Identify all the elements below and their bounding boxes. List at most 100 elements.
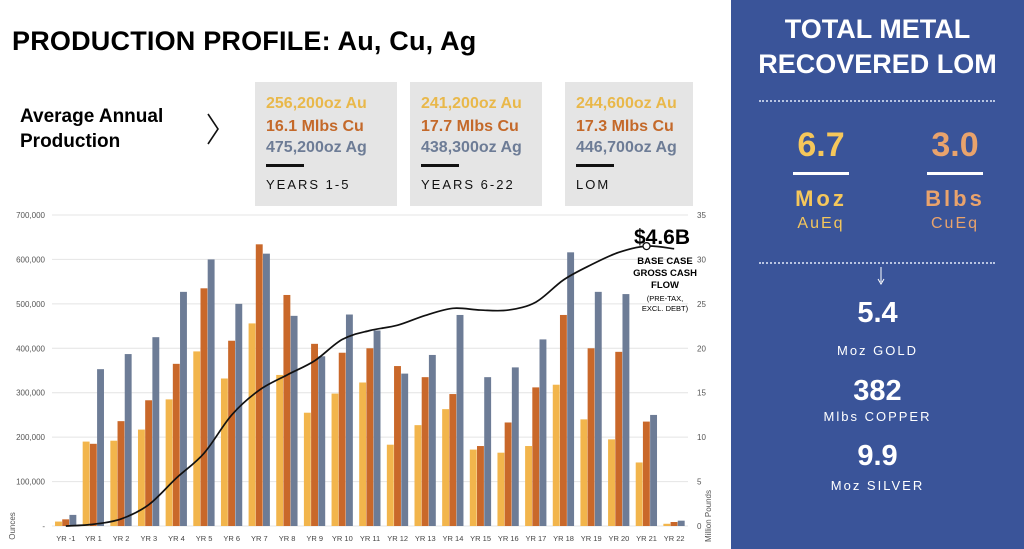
cash-flow-label-line4: (PRE-TAX,: [647, 294, 684, 303]
chart-bars: [55, 244, 685, 526]
x-tick-label: YR 17: [525, 534, 546, 543]
y-tick-right: 35: [697, 211, 706, 220]
average-annual-label: Average Annual Production: [20, 104, 163, 154]
bar-ag: [650, 414, 658, 526]
x-tick-label: YR 20: [608, 534, 629, 543]
bar-cu: [477, 446, 484, 526]
summary-period: YEARS 6-22: [421, 177, 515, 192]
x-tick-label: YR 5: [196, 534, 213, 543]
x-tick-label: YR 14: [443, 534, 464, 543]
arrow-down-icon: [877, 267, 885, 285]
summary-box-years-6-22: 241,200oz Au 17.7 Mlbs Cu 438,300oz Ag Y…: [410, 82, 542, 206]
cash-flow-label-line2: GROSS CASH: [633, 268, 697, 279]
bar-ag: [235, 303, 243, 526]
bar-cu: [338, 352, 346, 526]
bar-ag: [180, 291, 187, 526]
bar-cu: [615, 351, 623, 526]
x-tick-label: YR 11: [360, 534, 380, 543]
x-tick-label: YR 21: [636, 534, 657, 543]
x-tick-label: YR 10: [332, 534, 353, 543]
bar-cu: [587, 348, 595, 526]
chart-ticks: - 100,000 200,000 300,000 400,000 500,000 600,…: [16, 211, 706, 543]
bar-ag: [456, 314, 464, 526]
x-tick-label: YR 6: [223, 534, 240, 543]
bar-au: [193, 351, 201, 526]
gold-total-label: Moz GOLD: [836, 343, 918, 358]
silver-total-value: 9.9: [857, 440, 898, 472]
bar-ag: [401, 373, 409, 526]
chevron-right-icon: [207, 113, 219, 145]
bar-ag: [290, 315, 298, 526]
bar-cu: [642, 421, 650, 526]
bar-cu: [421, 377, 429, 526]
bar-au: [414, 425, 422, 526]
bar-ag: [539, 339, 547, 526]
bar-au: [248, 323, 256, 526]
summary-copper: 17.3 Mlbs Cu: [576, 118, 674, 135]
bar-cu: [62, 519, 70, 526]
gold-equivalent-label: AuEq: [797, 215, 845, 232]
y-tick-right: 15: [697, 389, 706, 398]
cash-flow-endpoint: [642, 241, 651, 251]
summary-divider: [576, 164, 614, 167]
bar-ag: [69, 514, 77, 526]
gold-total-value: 5.4: [857, 297, 898, 329]
x-tick-label: YR 8: [279, 534, 296, 543]
summary-divider: [421, 164, 459, 167]
bar-au: [55, 521, 62, 526]
y-tick-left: 200,000: [16, 433, 45, 442]
bar-au: [525, 446, 533, 526]
copper-equivalent-label: CuEq: [930, 215, 980, 232]
cash-flow-label-line3: FLOW: [651, 280, 679, 291]
bar-au: [137, 429, 145, 526]
y-tick-left: 400,000: [16, 344, 45, 353]
bar-cu: [89, 443, 97, 526]
x-tick-label: YR 22: [664, 534, 685, 543]
page-title: PRODUCTION PROFILE: Au, Cu, Ag: [12, 26, 477, 56]
summary-gold: 244,600oz Au: [576, 95, 677, 112]
summary-copper: 16.1 Mlbs Cu: [266, 118, 364, 135]
copper-equivalent-value: 3.0: [931, 126, 979, 164]
bar-ag: [207, 259, 215, 526]
summary-period: YEARS 1-5: [266, 177, 351, 192]
bar-cu: [145, 400, 153, 526]
bar-ag: [373, 330, 381, 526]
summary-silver: 475,200oz Ag: [266, 139, 367, 156]
bar-au: [303, 412, 311, 526]
bar-au: [635, 462, 643, 526]
summary-box-lom: 244,600oz Au 17.3 Mlbs Cu 446,700oz Ag L…: [565, 82, 693, 206]
bar-ag: [262, 253, 270, 526]
bar-cu: [449, 394, 457, 526]
x-tick-label: YR 13: [415, 534, 436, 543]
silver-total-label: Moz SILVER: [830, 478, 925, 493]
cash-flow-label-line5: EXCL. DEBT): [642, 304, 689, 313]
x-tick-label: YR -1: [56, 534, 75, 543]
bar-ag: [97, 369, 104, 526]
x-tick-label: YR 4: [168, 534, 185, 543]
y-tick-right: 20: [697, 344, 706, 353]
bar-au: [220, 378, 228, 526]
y-tick-right: 25: [697, 300, 706, 309]
summary-silver: 446,700oz Ag: [576, 139, 677, 156]
x-tick-label: YR 18: [553, 534, 574, 543]
bar-cu: [366, 348, 374, 526]
bar-ag: [511, 367, 519, 526]
bar-au: [359, 382, 367, 526]
x-tick-label: YR 7: [251, 534, 268, 543]
panel-divider: [759, 100, 995, 102]
x-tick-label: YR 16: [498, 534, 519, 543]
panel-title-line2: RECOVERED LOM: [758, 49, 997, 79]
bar-ag: [677, 520, 685, 526]
gold-equivalent-unit: Moz: [795, 186, 847, 211]
x-tick-label: YR 1: [85, 534, 102, 543]
y-tick-left: 500,000: [16, 300, 45, 309]
y-tick-right: 10: [697, 433, 706, 442]
y-tick-right: 30: [697, 255, 706, 264]
bar-cu: [670, 522, 678, 526]
x-tick-label: YR 9: [306, 534, 323, 543]
x-tick-label: YR 12: [387, 534, 408, 543]
cash-flow-line: [65, 245, 675, 527]
gold-equivalent-underline: [793, 172, 849, 175]
average-annual-label-line2: Production: [20, 131, 121, 152]
summary-silver: 438,300oz Ag: [421, 139, 522, 156]
